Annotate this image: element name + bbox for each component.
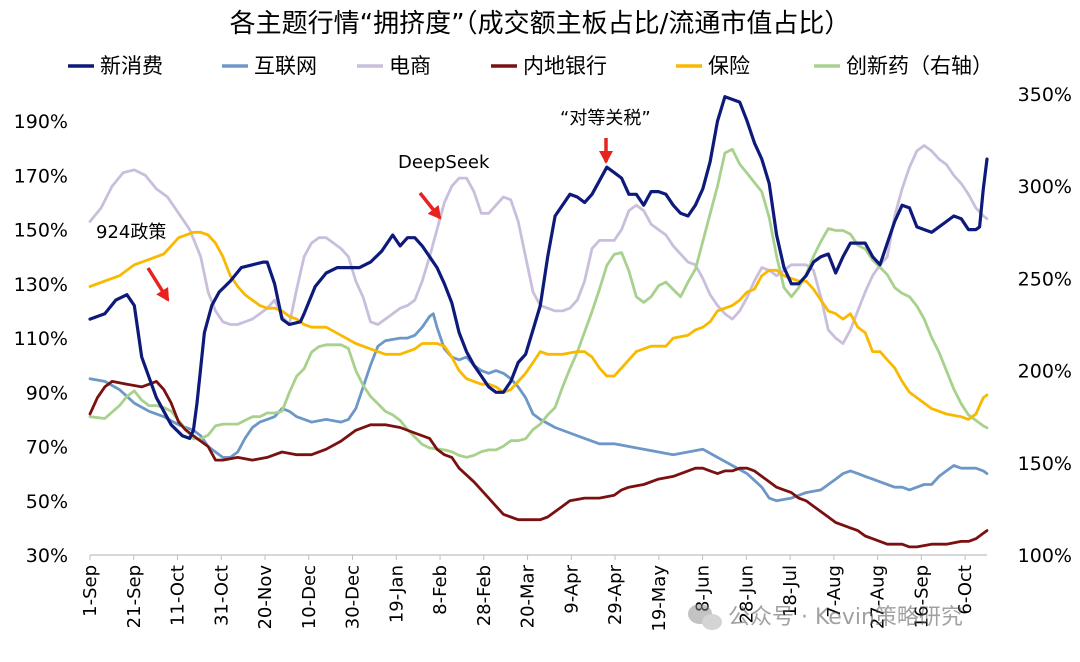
y-left-tick-label: 50%: [26, 491, 68, 513]
y-left-tick-label: 130%: [14, 274, 68, 296]
wechat-icon: [688, 604, 722, 630]
y-right-tick-label: 100%: [1018, 545, 1072, 567]
watermark: 公众号 · Kevin策略研究: [688, 604, 963, 630]
series-line-2: [88, 144, 989, 345]
x-tick-label: 28-Jun: [736, 565, 757, 624]
x-tick-label: 21-Sep: [124, 565, 145, 628]
x-tick-label: 6-Oct: [955, 565, 976, 615]
legend-label: 创新药（右轴）: [846, 54, 993, 78]
x-tick-label: 1-Sep: [80, 565, 101, 617]
x-tick-label: 20-Mar: [518, 564, 539, 628]
annotations: 924政策 DeepSeek “对等关税”: [96, 108, 651, 302]
x-tick-label: 28-Feb: [474, 565, 495, 626]
series-line-0: [88, 95, 989, 440]
watermark-text: 公众号 · Kevin策略研究: [728, 605, 963, 630]
axes: 30% 50% 70% 90% 110% 130% 150% 170% 190% 100% 150%…: [14, 84, 1072, 632]
x-tick-label: 8-Feb: [430, 565, 451, 615]
x-tick-label: 20-Nov: [255, 565, 276, 630]
x-tick-label: 10-Dec: [299, 565, 320, 629]
x-tick-label: 11-Oct: [168, 565, 189, 626]
y-left-tick-label: 90%: [26, 382, 68, 404]
x-tick-label: 19-May: [649, 565, 670, 632]
x-tick-label: 30-Dec: [343, 565, 364, 629]
annotation-label: 924政策: [96, 222, 166, 243]
x-tick-label: 31-Oct: [211, 565, 232, 626]
series-line-4: [88, 230, 989, 421]
y-right-tick-label: 150%: [1018, 453, 1072, 475]
x-tick-label: 27-Aug: [868, 565, 889, 629]
annotation-label: “对等关税”: [560, 108, 651, 129]
series-layer: [88, 95, 989, 549]
y-left-tick-label: 30%: [26, 545, 68, 567]
y-left-tick-label: 190%: [14, 111, 68, 133]
y-left-tick-label: 110%: [14, 328, 68, 350]
legend-label: 保险: [708, 54, 750, 78]
y-left-tick-label: 70%: [26, 437, 68, 459]
annotation-arrowhead: [156, 286, 170, 302]
legend-label: 电商: [389, 54, 431, 78]
legend-label: 互联网: [254, 54, 317, 78]
y-left-tick-label: 170%: [14, 165, 68, 187]
chart-title: 各主题行情“拥挤度”（成交额主板占比/流通市值占比）: [230, 9, 851, 39]
series-line-3: [88, 380, 989, 549]
x-tick-label: 16-Sep: [911, 565, 932, 628]
x-tick-label: 19-Jan: [386, 565, 407, 623]
x-tick-label: 8-Jun: [693, 565, 714, 612]
y-right-tick-label: 300%: [1018, 176, 1072, 198]
legend-label: 新消费: [100, 54, 163, 78]
x-tick-label: 7-Aug: [824, 565, 845, 618]
x-tick-label: 29-Apr: [605, 564, 626, 625]
x-tick-label: 9-Apr: [561, 564, 582, 613]
y-right-tick-label: 350%: [1018, 84, 1072, 106]
y-right-tick-label: 200%: [1018, 361, 1072, 383]
annotation-arrowhead: [599, 151, 613, 164]
legend-label: 内地银行: [523, 54, 607, 78]
y-right-tick-label: 250%: [1018, 268, 1072, 290]
legend: 新消费 互联网 电商 内地银行 保险 创新药（右轴）: [68, 54, 993, 78]
series-line-5: [88, 147, 989, 459]
annotation-arrowhead: [427, 205, 442, 220]
x-tick-label: 18-Jul: [780, 565, 801, 617]
series-line-1: [88, 312, 989, 503]
annotation-label: DeepSeek: [398, 152, 490, 173]
y-left-tick-label: 150%: [14, 220, 68, 242]
